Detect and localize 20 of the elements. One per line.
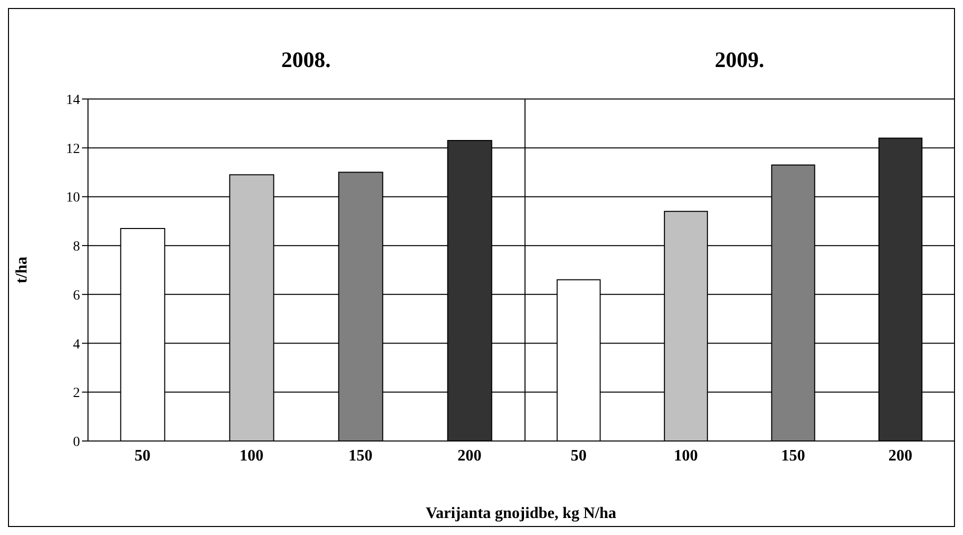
- y-tick-label: 0: [73, 434, 80, 450]
- chart-title: 2009.: [714, 47, 766, 73]
- x-tick-label: 150: [781, 447, 806, 464]
- x-tick-label: 150: [348, 447, 372, 464]
- y-tick-label: 14: [66, 92, 80, 108]
- x-tick-label: 100: [240, 447, 264, 464]
- x-tick-label: 200: [458, 447, 482, 464]
- y-tick-label: 4: [73, 337, 80, 352]
- x-tick-label: 200: [888, 447, 912, 464]
- y-tick-label: 12: [66, 142, 80, 157]
- x-tick-label: 100: [674, 447, 698, 464]
- y-tick-label: 2: [73, 386, 80, 402]
- x-tick-label: 50: [570, 447, 587, 464]
- x-axis-title: Varijanta gnojidbe, kg N/ha: [424, 505, 618, 523]
- chart-title: 2008.: [280, 47, 332, 73]
- y-axis-title: t/ha: [14, 256, 31, 284]
- y-tick-label: 6: [73, 288, 80, 304]
- y-tick-label: 8: [73, 240, 80, 255]
- x-tick-label: 50: [134, 447, 150, 464]
- y-tick-label: 10: [66, 190, 80, 206]
